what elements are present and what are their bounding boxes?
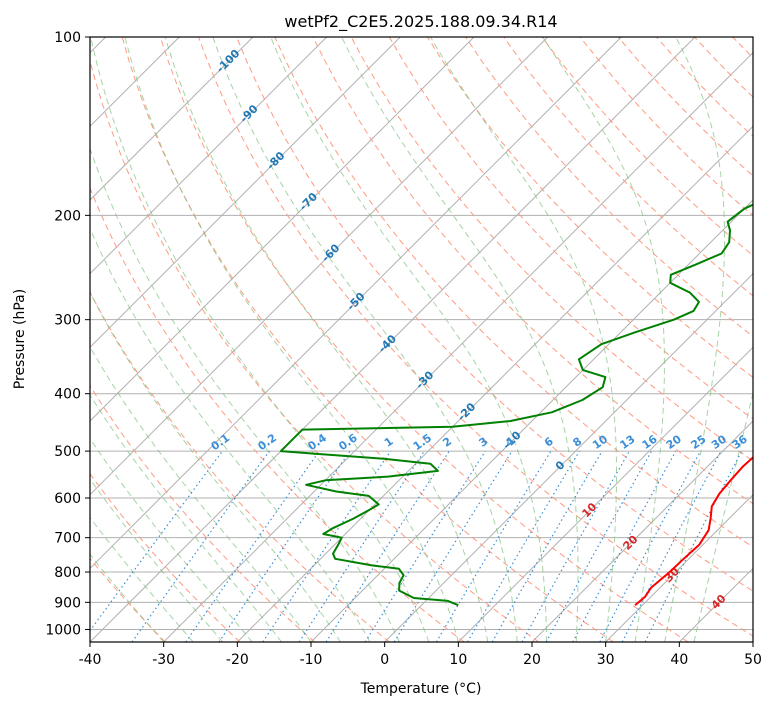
isotherm-gridline xyxy=(457,346,753,642)
y-tick-label: 200 xyxy=(54,208,81,224)
x-tick-label: -30 xyxy=(152,652,175,668)
dry-adiabat-line xyxy=(350,37,753,462)
x-axis-ticks: -40 -30 -20 -10 0 10 20 30 40 50 xyxy=(79,642,762,668)
dry-adiabat-line xyxy=(465,37,753,338)
mixing-ratio-line xyxy=(298,450,425,642)
moist-adiabat-line xyxy=(90,553,165,642)
chart-title: wetPf2_C2E5.2025.188.09.34.R14 xyxy=(284,12,557,32)
moist-adiabat-line xyxy=(270,37,548,642)
plot-area: -100-90-80-70-60-50-40-30-20-10010203040… xyxy=(90,37,753,642)
dry-adiabat-line xyxy=(90,59,540,642)
isotherm-gridline xyxy=(605,493,753,642)
y-tick-label: 700 xyxy=(54,531,81,547)
temperature-profile-line xyxy=(634,456,753,606)
moist-adiabat-line xyxy=(90,345,312,642)
moist-adiabat-line xyxy=(664,37,726,642)
x-tick-label: -20 xyxy=(226,652,249,668)
series-layer xyxy=(279,203,753,607)
x-tick-label: 20 xyxy=(523,652,541,668)
moist-adiabats xyxy=(90,37,753,642)
y-tick-label: 300 xyxy=(54,313,81,329)
dry-adiabat-line xyxy=(121,37,614,642)
x-tick-label: 30 xyxy=(597,652,615,668)
dry-adiabat-line xyxy=(503,37,753,297)
moist-adiabat-line xyxy=(212,37,518,642)
mixing-ratio-line xyxy=(262,450,392,642)
y-tick-label: 100 xyxy=(54,30,81,46)
moist-adiabat-line xyxy=(90,37,430,642)
isotherm-gridline xyxy=(90,37,328,275)
x-tick-label: -10 xyxy=(300,652,323,668)
isotherm-gridline xyxy=(90,37,401,349)
dry-adiabat-line xyxy=(159,37,689,642)
moist-adiabat-line xyxy=(693,390,753,642)
isotherm-gridline xyxy=(90,37,254,201)
plot-frame xyxy=(89,36,754,643)
mixing-ratio-line xyxy=(393,450,513,642)
dry-adiabat-line xyxy=(274,37,753,548)
isotherm-gridline xyxy=(384,272,753,642)
mixing-ratio-line xyxy=(325,450,450,642)
x-tick-label: 50 xyxy=(744,652,762,668)
moist-adiabat-line xyxy=(430,37,617,642)
isotherm-gridline xyxy=(90,37,696,642)
y-tick-label: 500 xyxy=(54,444,81,460)
moist-adiabat-line xyxy=(90,227,371,642)
dry-adiabat-line xyxy=(312,37,753,505)
isotherm-gridline xyxy=(90,37,622,570)
y-axis-ticks: 100 200 300 400 500 600 700 800 900 1000 xyxy=(45,30,90,638)
dry-adiabat-line xyxy=(90,186,465,642)
isotherm-gridline xyxy=(90,37,475,422)
grid-layer xyxy=(90,37,753,642)
moist-adiabat-line xyxy=(90,437,253,642)
dry-adiabat-line xyxy=(90,472,241,642)
y-axis-label: Pressure (hPa) xyxy=(12,289,28,389)
mixing-ratio-line xyxy=(599,450,702,642)
dry-adiabat-line xyxy=(90,384,316,642)
y-tick-label: 1000 xyxy=(45,622,81,638)
dry-adiabat-line xyxy=(388,37,753,420)
mixing-ratio-line xyxy=(218,450,351,642)
y-tick-label: 800 xyxy=(54,565,81,581)
y-tick-label: 900 xyxy=(54,595,81,611)
isotherm-gridline xyxy=(531,420,753,642)
moist-adiabat-line xyxy=(90,291,341,642)
isotherm-gridline xyxy=(90,37,549,496)
x-tick-label: 0 xyxy=(380,652,389,668)
dry-adiabat-line xyxy=(90,291,390,642)
mixing-ratio-lines xyxy=(90,450,743,642)
moist-adiabat-line xyxy=(90,516,194,642)
y-tick-label: 600 xyxy=(54,491,81,507)
dry-adiabat-line xyxy=(426,37,753,378)
mixing-ratio-line xyxy=(185,450,320,642)
mixing-ratio-line xyxy=(364,450,486,642)
moist-adiabat-line xyxy=(90,394,282,642)
dewpoint-profile-line xyxy=(279,203,753,607)
x-tick-label: 40 xyxy=(670,652,688,668)
moist-adiabat-line xyxy=(90,478,223,642)
isotherm-gridline xyxy=(163,51,753,642)
x-tick-label: 10 xyxy=(449,652,467,668)
x-axis-label: Temperature (°C) xyxy=(360,681,482,697)
moist-adiabat-line xyxy=(341,37,579,642)
dry-adiabats xyxy=(90,37,753,642)
mixing-ratio-line xyxy=(466,450,580,642)
mixing-ratio-line xyxy=(572,450,677,642)
isotherm-gridline xyxy=(236,125,753,642)
dry-adiabat-line xyxy=(236,37,753,592)
x-tick-label: -40 xyxy=(79,652,102,668)
mixing-ratio-line xyxy=(435,450,552,642)
moist-adiabat-line xyxy=(164,37,489,642)
y-tick-label: 400 xyxy=(54,387,81,403)
dry-adiabat-line xyxy=(198,37,753,637)
